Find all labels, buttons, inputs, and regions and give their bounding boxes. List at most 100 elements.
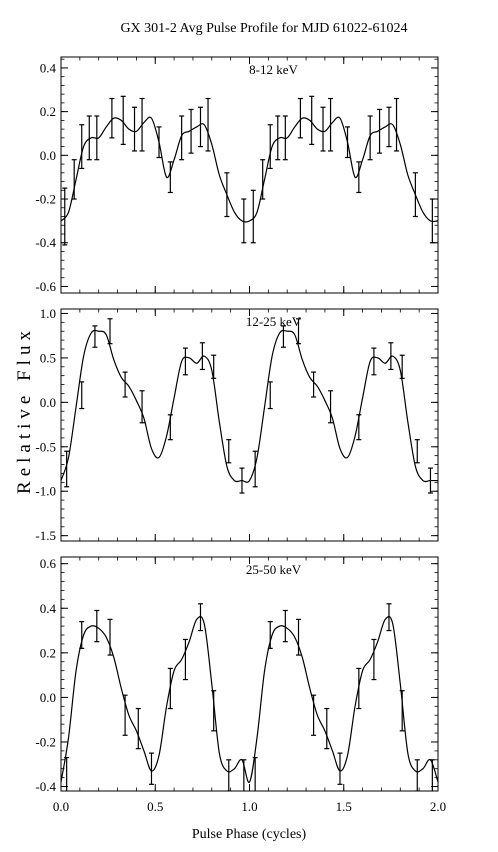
error-bar — [199, 342, 205, 371]
error-bar — [252, 450, 258, 488]
error-bar — [280, 325, 286, 348]
error-bar — [429, 759, 435, 791]
error-bar — [250, 189, 256, 244]
error-bar — [79, 124, 85, 170]
error-bar — [427, 467, 433, 494]
error-bar — [356, 414, 362, 441]
y-tick-label: 0.4 — [40, 601, 57, 616]
error-bar — [182, 347, 188, 376]
error-bar — [64, 756, 70, 791]
error-bar — [371, 347, 377, 376]
error-bar — [241, 759, 247, 791]
y-tick-label: -1.0 — [35, 484, 56, 499]
error-bar — [311, 371, 317, 398]
y-tick-label: -0.2 — [35, 192, 56, 207]
error-bar — [296, 318, 302, 345]
x-axis-label: Pulse Phase (cycles) — [192, 827, 307, 842]
y-tick-label: 0.4 — [40, 60, 57, 75]
error-bar — [79, 381, 85, 410]
y-tick-label: 0.0 — [40, 395, 56, 410]
error-bar — [179, 115, 185, 161]
error-bar — [371, 638, 377, 681]
error-bar — [109, 97, 115, 139]
error-bar — [94, 115, 100, 161]
error-bar — [122, 371, 128, 398]
profile-series — [61, 95, 438, 246]
error-bar — [241, 198, 247, 244]
error-bar — [94, 609, 100, 643]
x-tick-label: 1.0 — [241, 799, 257, 814]
y-tick-label: 0.0 — [40, 148, 56, 163]
error-bar — [399, 690, 405, 732]
error-bar — [267, 124, 273, 170]
error-bar — [377, 108, 383, 154]
y-tick-label: -0.2 — [35, 734, 56, 749]
error-bar — [394, 97, 400, 152]
error-bar — [62, 187, 68, 246]
error-bar — [64, 450, 70, 488]
panel-frame — [60, 56, 439, 294]
error-bar — [275, 115, 281, 161]
error-bar — [120, 95, 126, 146]
error-bar — [182, 638, 188, 681]
error-bar — [139, 97, 145, 152]
error-bar — [388, 342, 394, 371]
y-tick-label: -0.6 — [35, 279, 56, 294]
y-axis-label: Relative Flux — [14, 326, 35, 494]
error-bar — [148, 752, 154, 785]
error-bar — [107, 618, 113, 656]
x-tick-label: 2.0 — [430, 799, 446, 814]
error-bar — [414, 439, 420, 464]
error-bar — [239, 467, 245, 494]
error-bar — [386, 106, 392, 148]
panel-frame — [60, 308, 439, 542]
error-bar — [86, 115, 92, 161]
error-bar — [197, 106, 203, 148]
error-bar — [167, 414, 173, 441]
error-bar — [412, 172, 418, 218]
y-tick-label: 0.5 — [40, 350, 56, 365]
x-tick-label: 0.5 — [147, 799, 163, 814]
error-bar — [356, 161, 362, 194]
error-bar — [226, 439, 232, 464]
error-bar — [296, 618, 302, 656]
error-bar — [345, 126, 351, 159]
error-bar — [260, 159, 266, 200]
error-bar — [386, 603, 392, 632]
error-bar — [309, 95, 315, 146]
y-tick-label: 0.2 — [40, 645, 56, 660]
error-bar — [337, 752, 343, 785]
error-bar — [226, 759, 232, 791]
error-bar — [211, 690, 217, 732]
error-bar — [71, 159, 77, 200]
error-bar — [224, 172, 230, 218]
error-bar — [122, 694, 128, 736]
y-tick-label: -0.4 — [35, 779, 56, 794]
y-tick-label: -1.5 — [35, 528, 56, 543]
error-bar — [399, 354, 405, 379]
y-tick-label: -0.5 — [35, 439, 56, 454]
x-tick-label: 0.0 — [53, 799, 69, 814]
panel-2: -1.5 -1.0 -0.5 0.0 0.5 1.0 12-25 keV — [35, 306, 439, 543]
error-bar — [328, 390, 334, 424]
error-bar — [197, 603, 203, 632]
profile-curve — [61, 116, 438, 223]
error-bar — [92, 325, 98, 348]
error-bar — [320, 106, 326, 152]
error-bar — [324, 707, 330, 750]
error-bar — [135, 707, 141, 750]
error-bar — [356, 667, 362, 710]
energy-band-label: 12-25 keV — [246, 314, 302, 329]
panel-1: -0.6 -0.4 -0.2 0.0 0.2 0.4 8-12 keV — [35, 56, 439, 294]
error-bar — [311, 694, 317, 736]
error-bar — [79, 621, 85, 649]
x-tick-label: 1.5 — [336, 799, 352, 814]
figure-title: GX 301-2 Avg Pulse Profile for MJD 61022… — [120, 21, 407, 36]
error-bar — [282, 115, 288, 161]
error-bar — [414, 759, 420, 791]
error-bar — [297, 97, 303, 139]
y-tick-label: 1.0 — [40, 306, 56, 321]
error-bar — [211, 354, 217, 379]
profile-series — [61, 603, 438, 791]
panel-3: -0.4 -0.2 0.0 0.2 0.4 0.6 0.0 0.5 1.0 1.5 2.0 25-50… — [35, 556, 446, 814]
